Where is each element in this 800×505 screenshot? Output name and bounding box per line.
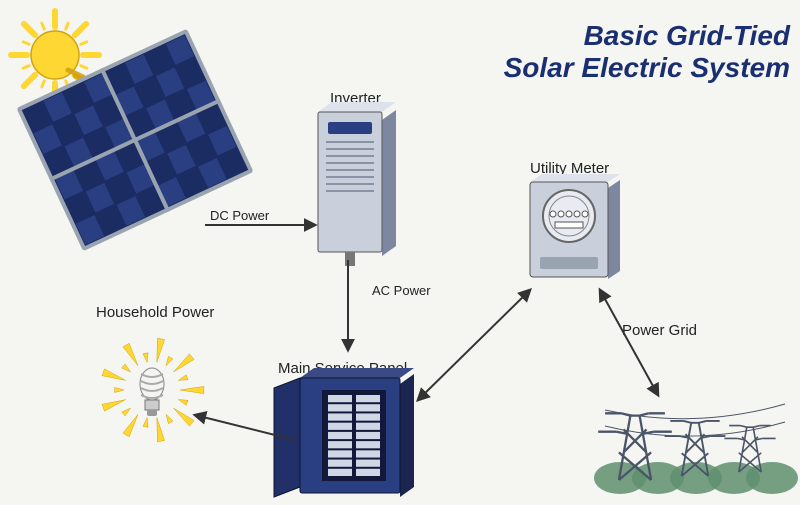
service-panel-icon xyxy=(274,368,414,497)
utility-meter-icon xyxy=(530,174,620,279)
diagram-svg xyxy=(0,0,800,505)
household-bulb-icon xyxy=(102,338,204,441)
meter-to-grid xyxy=(600,290,658,395)
inverter-icon xyxy=(318,102,396,266)
panel-to-meter xyxy=(418,290,530,400)
power-grid-icon xyxy=(594,404,798,494)
